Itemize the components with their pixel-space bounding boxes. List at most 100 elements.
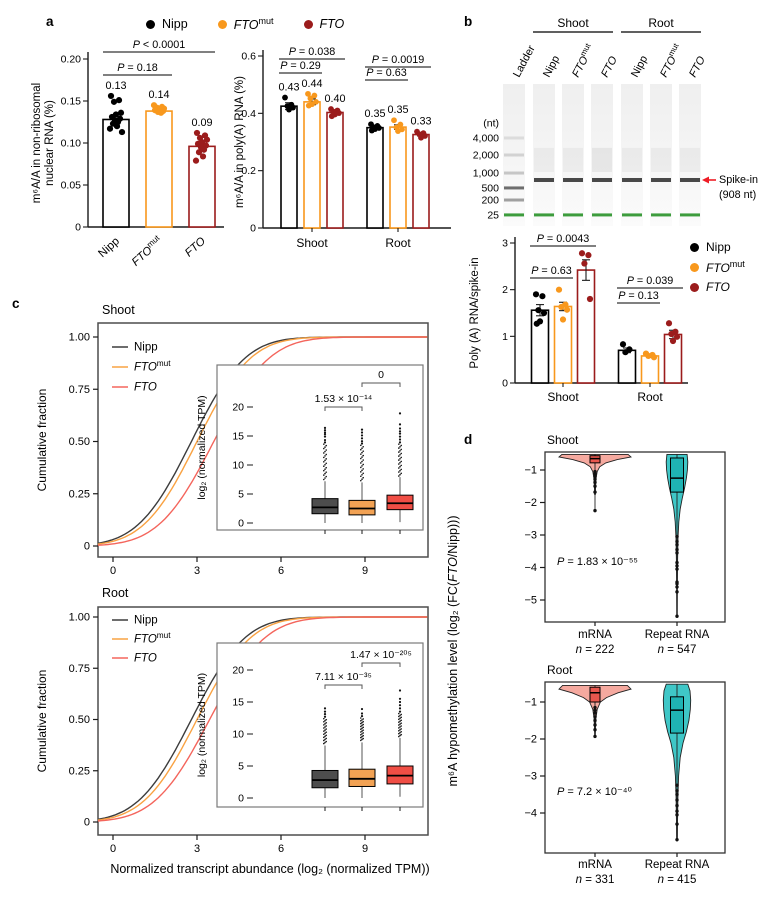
gel-smear	[622, 147, 642, 173]
outlier-point	[360, 714, 364, 718]
outlier-point	[362, 737, 365, 740]
outlier-point	[325, 453, 328, 456]
cdf-curve	[97, 616, 428, 822]
data-point	[305, 90, 311, 97]
bar	[576, 269, 596, 384]
outlier-point	[362, 729, 365, 731]
outlier-point	[398, 724, 400, 726]
outlier-point	[675, 789, 679, 793]
outlier-point	[593, 715, 597, 719]
outlier-point	[361, 724, 363, 727]
data-point	[668, 330, 675, 338]
data-point	[397, 121, 404, 128]
box	[311, 769, 339, 789]
plot-title: Root	[547, 663, 573, 677]
y-tick-label: −4	[524, 808, 537, 820]
y-tick-label: 0.2	[241, 165, 256, 177]
inset-y-tick-label: 20	[232, 402, 244, 414]
p-value-label: 1.53 × 10⁻¹⁴	[315, 393, 373, 405]
outlier-point	[361, 738, 363, 741]
p-value-label: P = 0.18	[117, 62, 158, 74]
data-point	[307, 95, 314, 102]
data-point	[532, 291, 540, 298]
legend-dot-icon	[146, 19, 155, 29]
outlier-point	[360, 442, 364, 445]
y-tick-label: 0.50	[69, 714, 90, 726]
gel-smear	[592, 147, 612, 173]
outlier-point	[361, 719, 363, 721]
bar-value-label: 0.35	[364, 108, 385, 120]
bar-value-label: 0.40	[324, 93, 345, 105]
legend-label: FTO	[134, 382, 157, 394]
lane-label: FTOmut	[568, 41, 597, 79]
bar	[640, 355, 660, 384]
data-point	[113, 123, 121, 130]
outlier-point	[398, 443, 400, 445]
y-tick-label: −5	[524, 595, 537, 607]
panel-d-root-chart: Root −1 −2 −3 −4 mRNA n = 331 Repeat RNA n = 415…	[524, 663, 726, 886]
x-category-label: Nipp	[96, 235, 122, 260]
outlier-point	[398, 467, 400, 469]
data-point	[106, 125, 114, 132]
outlier-point	[398, 700, 402, 704]
data-point	[305, 102, 312, 109]
plot-title: Shoot	[102, 303, 135, 317]
p-bracket	[324, 684, 363, 689]
outlier-point	[361, 469, 363, 472]
plot-title: Shoot	[547, 433, 579, 447]
outlier-point	[593, 484, 597, 488]
outlier-point	[593, 734, 597, 739]
p-value-label: P = 0.63	[366, 67, 407, 79]
outlier-point	[398, 707, 402, 710]
inset-y-tick-label: 10	[232, 729, 244, 741]
data-point	[110, 98, 118, 105]
legend-item: FTO	[303, 17, 344, 31]
outlier-point	[360, 736, 362, 739]
outlier-point	[398, 730, 400, 732]
outlier-point	[399, 731, 401, 734]
outlier-point	[324, 455, 326, 457]
outlier-point	[325, 444, 328, 447]
outlier-point	[360, 479, 362, 482]
label-segment: FTO	[706, 280, 730, 294]
p-value-label: P = 0.63	[531, 265, 572, 277]
data-point	[311, 92, 318, 99]
y-tick-label: 0.10	[61, 138, 82, 150]
group-label: Shoot	[547, 390, 579, 404]
outlier-point	[398, 438, 402, 441]
outlier-point	[323, 433, 327, 436]
y-tick-label: 2	[502, 284, 508, 296]
inset-y-tick-label: 5	[238, 489, 244, 501]
outlier-point	[324, 468, 326, 470]
outlier-point	[675, 582, 679, 586]
spike-in-band	[563, 177, 583, 182]
outlier-point	[361, 733, 363, 735]
marker-25nt-band	[622, 213, 642, 217]
data-point	[328, 113, 335, 120]
x-tick-label: 6	[278, 565, 284, 577]
outlier-point	[323, 429, 327, 432]
bar	[366, 126, 384, 229]
outlier-point	[325, 731, 328, 733]
group-label: Root	[637, 390, 663, 404]
marker-25nt-band	[592, 213, 612, 217]
x-tick-label: 3	[194, 843, 200, 855]
p-value-label: P = 7.2 × 10⁻⁴⁰	[557, 786, 632, 798]
ladder-band	[504, 171, 524, 175]
x-tick-label: 0	[110, 843, 116, 855]
gel-lane	[533, 84, 555, 226]
outlier-point	[361, 735, 363, 738]
legend-label: Nipp	[134, 342, 158, 354]
outlier-point	[398, 427, 402, 430]
outlier-point	[323, 736, 325, 739]
outlier-point	[325, 449, 328, 451]
data-point	[581, 260, 588, 267]
spike-in-band	[534, 177, 554, 182]
outlier-point	[360, 448, 362, 451]
outlier-point	[400, 444, 403, 447]
gel-marker-label: 500	[481, 182, 499, 194]
legend-label: FTOmut	[706, 259, 745, 275]
outlier-point	[400, 452, 403, 455]
data-point	[118, 128, 126, 136]
outlier-point	[675, 551, 679, 555]
